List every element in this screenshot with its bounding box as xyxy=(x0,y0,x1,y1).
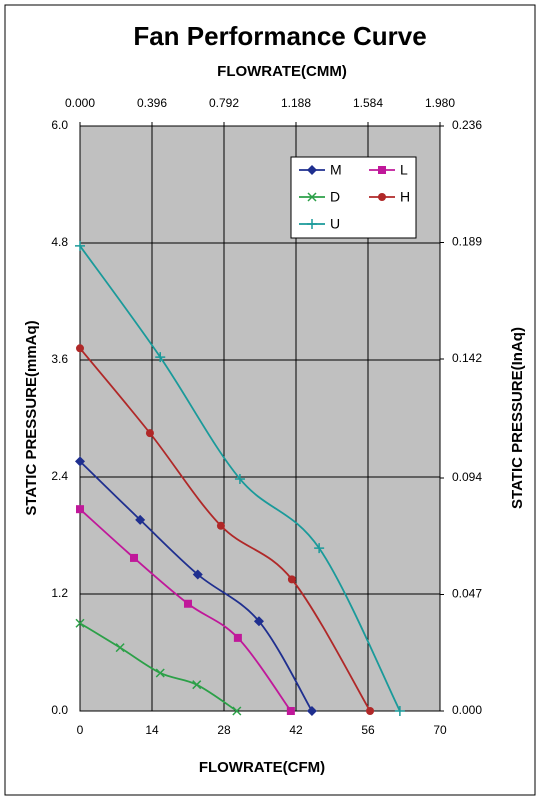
chart-title: Fan Performance Curve xyxy=(133,21,426,51)
marker xyxy=(307,165,317,175)
x-tick-label: 0 xyxy=(77,723,84,737)
marker xyxy=(287,575,296,584)
y-tick-label: 6.0 xyxy=(51,118,68,132)
marker xyxy=(155,668,165,678)
marker xyxy=(75,456,85,467)
marker xyxy=(145,429,154,438)
marker xyxy=(378,166,386,174)
x2-tick-label: 1.980 xyxy=(425,96,455,110)
x2-tick-label: 0.792 xyxy=(209,96,239,110)
x-tick-label: 14 xyxy=(145,723,159,737)
marker xyxy=(192,569,203,580)
y2-tick-label: 0.189 xyxy=(452,235,482,249)
y2-tick-label: 0.047 xyxy=(452,587,482,601)
marker xyxy=(314,543,325,554)
marker xyxy=(233,633,242,642)
y-tick-label: 0.0 xyxy=(51,703,68,717)
y2-tick-label: 0.236 xyxy=(452,118,482,132)
marker xyxy=(135,514,146,525)
marker xyxy=(307,219,317,229)
x-axis-title: FLOWRATE(CFM) xyxy=(199,759,325,776)
legend-label: D xyxy=(330,189,340,205)
marker xyxy=(234,473,245,484)
x2-tick-label: 0.396 xyxy=(137,96,167,110)
y-tick-label: 2.4 xyxy=(51,469,68,483)
marker xyxy=(232,706,242,716)
legend-label: L xyxy=(400,162,408,178)
legend-label: M xyxy=(330,162,342,178)
x2-axis-title: FLOWRATE(CMM) xyxy=(217,63,347,80)
marker xyxy=(76,344,84,353)
x-tick-label: 42 xyxy=(289,723,303,737)
y2-axis-title: STATIC PRESSURE(InAq) xyxy=(509,327,526,509)
marker xyxy=(130,553,138,562)
marker xyxy=(366,707,375,715)
legend-label: H xyxy=(400,189,410,205)
frame xyxy=(4,4,536,796)
marker xyxy=(253,616,264,627)
y-tick-label: 4.8 xyxy=(51,235,68,249)
y2-tick-label: 0.142 xyxy=(452,351,482,365)
marker xyxy=(378,193,386,201)
marker xyxy=(394,706,405,716)
y2-tick-label: 0.094 xyxy=(452,470,482,484)
marker xyxy=(115,643,125,653)
y2-tick-label: 0.000 xyxy=(452,703,482,717)
marker xyxy=(155,352,166,363)
marker xyxy=(76,505,84,514)
marker xyxy=(192,680,202,690)
x2-tick-label: 1.584 xyxy=(353,96,383,110)
marker xyxy=(216,521,225,530)
marker xyxy=(286,707,295,715)
marker xyxy=(306,706,317,716)
marker xyxy=(184,599,192,608)
marker xyxy=(75,240,85,251)
x-tick-label: 70 xyxy=(433,723,447,737)
y-axis-title: STATIC PRESSURE(mmAq) xyxy=(23,320,40,515)
x-tick-label: 56 xyxy=(361,723,375,737)
x-tick-label: 28 xyxy=(217,723,231,737)
y-tick-label: 3.6 xyxy=(51,352,68,366)
marker xyxy=(75,618,85,628)
x2-tick-label: 1.188 xyxy=(281,96,311,110)
x2-tick-label: 0.000 xyxy=(65,96,95,110)
marker xyxy=(307,192,317,202)
legend-label: U xyxy=(330,216,340,232)
y-tick-label: 1.2 xyxy=(51,586,68,600)
